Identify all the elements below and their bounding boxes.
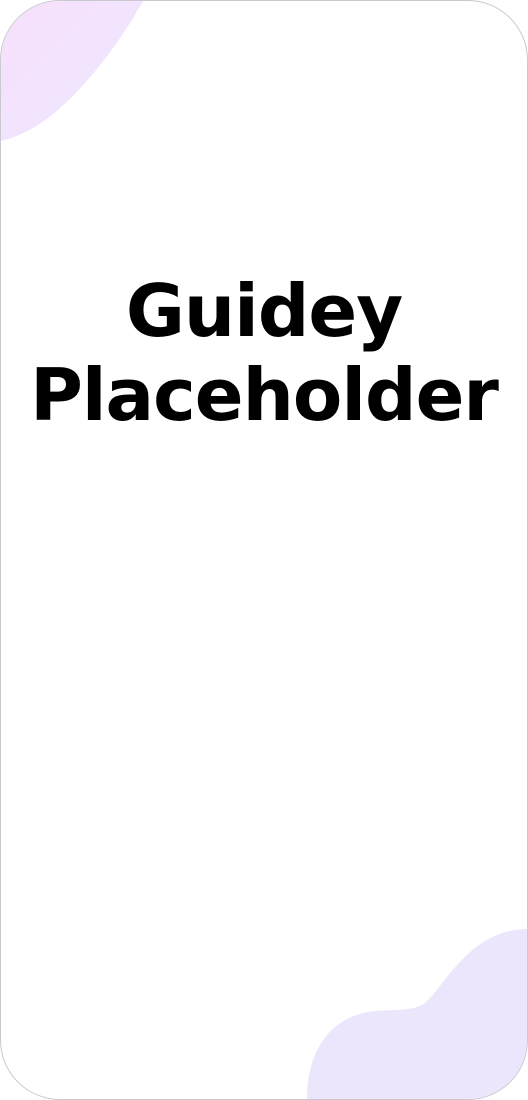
page-title: Guidey Placeholder xyxy=(1,269,527,437)
title-line-2: Placeholder xyxy=(30,353,499,437)
title-line-1: Guidey xyxy=(125,269,403,353)
decorative-blob-top-icon xyxy=(1,1,143,141)
decorative-blob-bottom-icon xyxy=(307,929,527,1099)
title-container: Guidey Placeholder xyxy=(1,269,527,437)
